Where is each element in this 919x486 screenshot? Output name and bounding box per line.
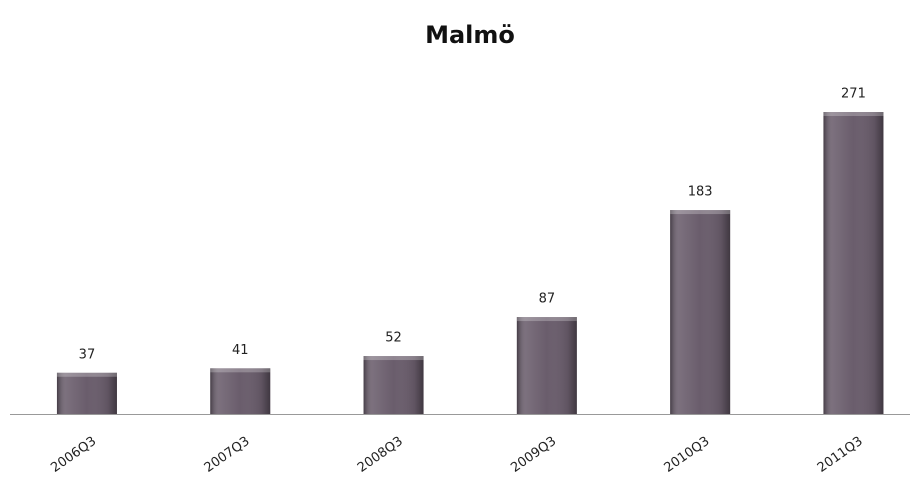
x-tick-label: 2009Q3 [508, 434, 559, 476]
data-label: 271 [841, 87, 866, 102]
bar-top [670, 210, 731, 215]
bar-shade [363, 356, 424, 414]
bar-top [823, 112, 884, 116]
bar-top [56, 372, 117, 377]
data-label: 37 [79, 347, 96, 362]
x-tick-label: 2008Q3 [355, 434, 406, 476]
x-tick-label: 2011Q3 [815, 434, 866, 476]
bar-top [363, 356, 424, 361]
data-label: 52 [385, 331, 402, 346]
bar-top [210, 368, 271, 373]
bar-shade [210, 368, 271, 414]
x-tick-label: 2007Q3 [202, 434, 253, 476]
data-label: 87 [539, 292, 556, 307]
bar-shade [670, 210, 731, 414]
chart-title: Malmö [425, 21, 515, 49]
bar-shade [56, 372, 117, 414]
data-label: 183 [688, 185, 713, 200]
x-tick-label: 2010Q3 [662, 434, 713, 476]
bar-shade [823, 112, 884, 414]
data-label: 41 [232, 343, 249, 358]
bar-top [516, 317, 577, 322]
bar-shade [516, 317, 577, 414]
x-tick-label: 2006Q3 [48, 434, 99, 476]
